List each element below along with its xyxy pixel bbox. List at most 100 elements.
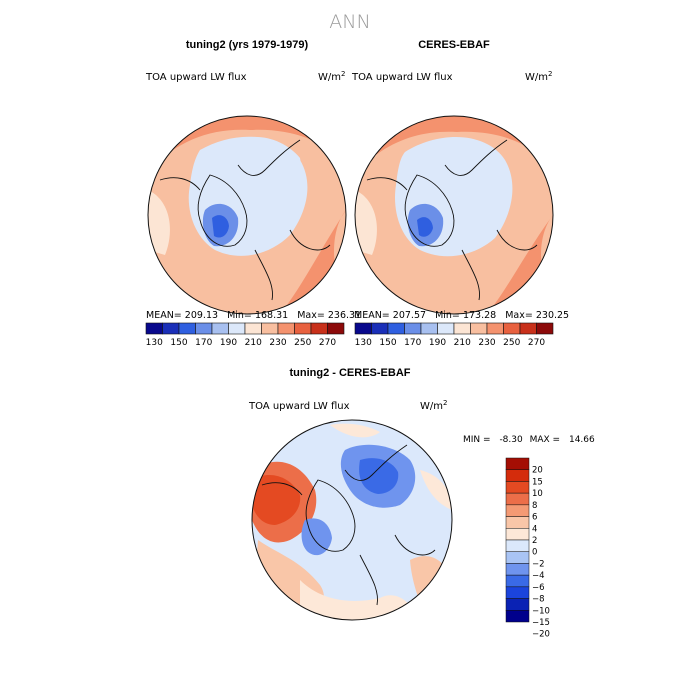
colorbar-box (437, 322, 455, 335)
colorbar-tick-label: 250 (294, 338, 311, 348)
panel-diff-units-exp: 2 (443, 399, 447, 407)
panel-obs-mean-value: 207.57 (393, 310, 426, 321)
colorbar-box (505, 586, 530, 599)
panel-diff-coastlines (261, 444, 436, 606)
panel-model-min-label: Min= (227, 310, 252, 321)
panel-model: tuning2 (yrs 1979-1979) TOA upward LW fl… (145, 39, 347, 315)
colorbar-box (486, 322, 504, 335)
panel-obs-units-base: W/m (525, 72, 548, 83)
colorbar-box (228, 322, 246, 335)
colorbar-box (505, 481, 530, 494)
panel-diff-title: tuning2 - CERES-EBAF (290, 367, 411, 379)
colorbar-tick-label: −10 (532, 606, 550, 616)
colorbar-box (505, 457, 530, 470)
colorbar-box (503, 322, 521, 335)
panel-model-units-base: W/m (318, 72, 341, 83)
panel-model-units-exp: 2 (341, 70, 345, 78)
colorbar-box (505, 598, 530, 611)
panel-obs-min-value: 173.28 (463, 310, 496, 321)
panel-obs-map (355, 116, 553, 314)
colorbar-tick-label: 4 (532, 524, 537, 534)
colorbar-box (505, 492, 530, 506)
panel-obs-max-label: Max= (505, 310, 533, 321)
colorbar-tick-label: 210 (454, 338, 471, 348)
colorbar-box (211, 322, 229, 335)
colorbar-tick-label: 150 (379, 338, 396, 348)
panel-model-variable-label: TOA upward LW flux (145, 72, 247, 83)
panel-model-colorbar: 130 150 170 190 210 230 250 270 (145, 322, 345, 348)
panel-obs-coastlines (366, 139, 538, 301)
colorbar-tick-label: 230 (478, 338, 495, 348)
panel-obs-stats: MEAN= 207.57 Min= 173.28 Max= 230.25 (354, 310, 569, 321)
colorbar-box (145, 322, 163, 335)
colorbar-tick-label: 170 (195, 338, 212, 348)
panel-obs-mean-label: MEAN= (354, 310, 390, 321)
panel-model-stats: MEAN= 209.13 Min= 168.31 Max= 236.31 (146, 310, 361, 321)
colorbar-tick-label: 270 (528, 338, 545, 348)
colorbar-box (294, 322, 312, 335)
colorbar-tick-label: 130 (355, 338, 372, 348)
colorbar-box (505, 504, 530, 517)
colorbar-box (371, 322, 389, 335)
panel-diff-units-base: W/m (420, 401, 443, 412)
colorbar-box (244, 322, 262, 335)
panel-obs-variable-label: TOA upward LW flux (351, 72, 453, 83)
panel-diff-min-label: MIN = (463, 435, 491, 445)
colorbar-tick-label: 8 (532, 501, 537, 511)
panel-diff-min-value: -8.30 (499, 435, 523, 445)
colorbar-box (505, 516, 530, 529)
colorbar-box (404, 322, 422, 335)
panel-diff: tuning2 - CERES-EBAF TOA upward LW flux … (248, 367, 595, 640)
page-title: ANN (329, 11, 370, 33)
colorbar-box (327, 322, 345, 335)
colorbar-box (505, 469, 530, 482)
colorbar-tick-label: 150 (170, 338, 187, 348)
colorbar-box (505, 563, 530, 576)
colorbar-tick-label: 15 (532, 477, 543, 487)
colorbar-box (470, 322, 488, 335)
colorbar-tick-label: −2 (532, 559, 545, 569)
panel-diff-max-value: 14.66 (569, 435, 595, 445)
panel-obs-min-label: Min= (435, 310, 460, 321)
colorbar-box (519, 322, 537, 335)
colorbar-box (505, 610, 530, 623)
colorbar-box (178, 322, 196, 335)
colorbar-tick-label: 170 (404, 338, 421, 348)
colorbar-tick-label: 2 (532, 536, 537, 546)
colorbar-tick-label: −6 (532, 583, 545, 593)
panel-obs-colorbar: 130 150 170 190 210 230 250 270 (355, 322, 554, 348)
panel-diff-units: W/m2 (420, 399, 447, 412)
panel-model-min-value: 168.31 (255, 310, 288, 321)
colorbar-box (505, 539, 530, 552)
colorbar-tick-label: 10 (532, 489, 543, 499)
colorbar-box (310, 322, 328, 335)
panel-model-title: tuning2 (yrs 1979-1979) (186, 39, 309, 51)
panel-model-mean-label: MEAN= (146, 310, 182, 321)
colorbar-box (277, 322, 295, 335)
colorbar-tick-label: 190 (429, 338, 446, 348)
colorbar-tick-label: −15 (532, 618, 550, 628)
colorbar-box (536, 322, 554, 335)
colorbar-tick-label: 20 (532, 466, 543, 476)
colorbar-tick-label: 210 (245, 338, 262, 348)
panel-obs-units: W/m2 (525, 70, 552, 83)
colorbar-box (261, 322, 279, 335)
colorbar-box (195, 322, 213, 335)
colorbar-tick-label: −8 (532, 595, 545, 605)
panel-model-max-label: Max= (297, 310, 325, 321)
panel-diff-stats: MIN = -8.30 MAX = 14.66 (463, 435, 595, 445)
colorbar-tick-label: −4 (532, 571, 545, 581)
colorbar-box (505, 528, 530, 541)
colorbar-box (420, 322, 438, 335)
colorbar-tick-label: 270 (319, 338, 336, 348)
colorbar-box (453, 322, 471, 335)
panel-obs-units-exp: 2 (548, 70, 552, 78)
panel-model-units: W/m2 (318, 70, 345, 83)
panel-model-coastlines (159, 139, 331, 301)
colorbar-tick-label: 190 (220, 338, 237, 348)
panel-diff-max-label: MAX = (530, 435, 561, 445)
panel-diff-variable-label: TOA upward LW flux (248, 401, 350, 412)
colorbar-box (162, 322, 180, 335)
